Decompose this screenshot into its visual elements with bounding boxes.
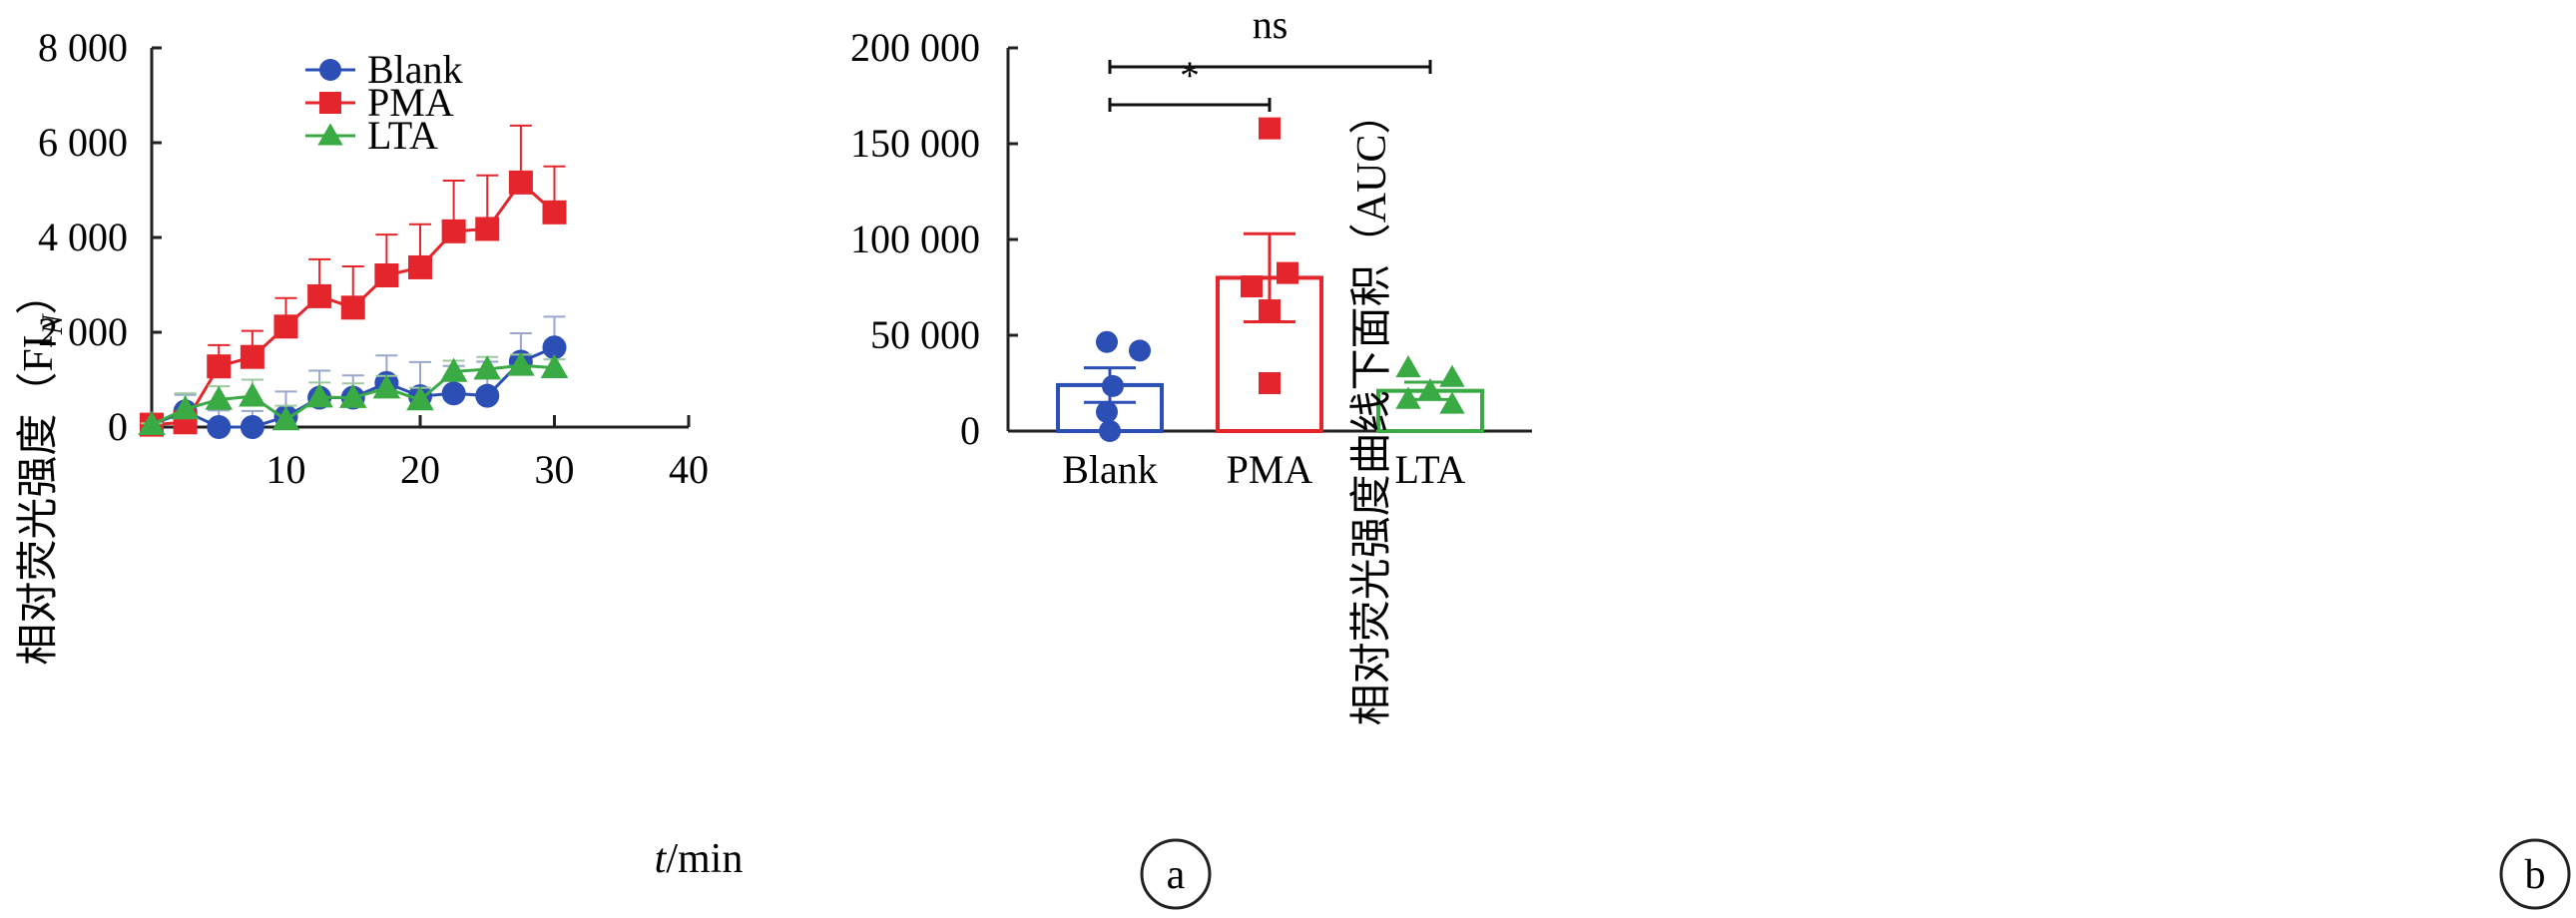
line-chart-y-tick-label: 0 xyxy=(108,404,128,449)
legend-marker xyxy=(319,59,341,81)
data-point xyxy=(240,415,264,439)
bar-chart-y-tick-label: 0 xyxy=(960,408,980,453)
line-chart-y-tick-label: 2 000 xyxy=(38,309,128,354)
x-tick-label-pma: PMA xyxy=(1227,447,1313,492)
data-point xyxy=(239,382,266,407)
data-point xyxy=(507,351,535,376)
line-chart-x-tick-label: 40 xyxy=(669,447,709,492)
line-chart-y-tick-label: 4 000 xyxy=(38,215,128,259)
data-point xyxy=(408,254,432,279)
legend-label: PMA xyxy=(367,80,454,125)
bar-chart-y-tick-label: 100 000 xyxy=(850,217,980,261)
data-point xyxy=(207,415,232,439)
data-point xyxy=(305,383,333,408)
legend-label: Blank xyxy=(367,47,463,92)
legend-marker xyxy=(317,123,343,146)
line-chart-y-tick-label: 8 000 xyxy=(38,25,128,70)
data-point xyxy=(542,335,567,360)
bar-chart-significance: * ns xyxy=(1108,2,1432,112)
line-chart-x-label: t/min xyxy=(655,836,744,882)
scatter-point-blank xyxy=(1096,400,1118,423)
line-chart-x-tick-label: 30 xyxy=(535,447,575,492)
data-point xyxy=(138,410,166,435)
significance-label: * xyxy=(1180,53,1200,98)
bar-chart-x-labels: Blank PMA LTA xyxy=(1062,447,1465,492)
scatter-point-lta xyxy=(1395,386,1421,409)
data-point xyxy=(240,344,264,369)
line-chart-x-tick-label: 20 xyxy=(400,447,440,492)
scatter-point-pma xyxy=(1277,261,1298,284)
line-chart-x-tick-label: 10 xyxy=(266,447,306,492)
scatter-point-lta xyxy=(1439,391,1465,414)
bar-chart-bars xyxy=(1056,231,1484,434)
data-point xyxy=(542,200,567,225)
x-tick-label-blank: Blank xyxy=(1062,447,1158,492)
line-chart-panel-a: 0 2 000 4 000 6 000 8 000 10 20 30 40 相对荧光强度（FI… xyxy=(16,25,1212,910)
scatter-point-pma xyxy=(1241,275,1263,298)
data-point xyxy=(475,217,500,241)
data-point xyxy=(273,314,298,339)
data-point xyxy=(374,263,399,287)
bar-chart-y-ticks: 0 50 000 100 000 150 000 200 000 xyxy=(850,25,1018,453)
line-chart-x-ticks: 10 20 30 40 xyxy=(266,415,709,492)
line-chart-y-tick-label: 6 000 xyxy=(38,120,128,165)
significance-label: ns xyxy=(1253,2,1288,47)
panel-a-circle xyxy=(1140,838,1212,910)
scatter-point-blank xyxy=(1099,420,1121,442)
scatter-point-lta xyxy=(1439,364,1465,387)
series-lta xyxy=(138,351,569,435)
data-point xyxy=(508,170,533,195)
scatter-point-pma xyxy=(1259,117,1281,140)
line-chart-series xyxy=(138,124,569,439)
line-chart-y-label: 相对荧光强度（FIN） xyxy=(16,272,69,665)
scatter-point-blank xyxy=(1129,339,1151,362)
bar-chart-panel-b: 0 50 000 100 000 150 000 200 000 Blank PMA LTA… xyxy=(850,2,2571,910)
data-point xyxy=(340,295,365,320)
legend-label: LTA xyxy=(367,113,438,158)
data-point xyxy=(439,357,468,382)
panel-b-circle xyxy=(2499,838,2571,910)
data-point xyxy=(540,353,569,378)
x-tick-label-lta: LTA xyxy=(1395,447,1466,492)
bar-chart-y-tick-label: 50 000 xyxy=(870,312,980,357)
scatter-point-lta xyxy=(1417,378,1443,401)
scatter-point-lta xyxy=(1395,354,1421,378)
data-point xyxy=(207,354,232,379)
data-point xyxy=(338,383,367,408)
data-point xyxy=(171,395,200,420)
data-point xyxy=(406,386,434,411)
scatter-point-pma xyxy=(1259,372,1281,394)
bar-chart-y-tick-label: 200 000 xyxy=(850,25,980,70)
data-point xyxy=(475,383,500,408)
panel-b-label: b xyxy=(2525,852,2546,898)
line-chart-y-ticks: 0 2 000 4 000 6 000 8 000 xyxy=(38,25,162,449)
series-pma xyxy=(140,124,567,437)
bar-chart-y-tick-label: 150 000 xyxy=(850,121,980,166)
data-point xyxy=(372,374,401,399)
data-point xyxy=(205,385,234,410)
scatter-point-blank xyxy=(1096,330,1118,353)
bar-chart-points xyxy=(1096,117,1465,442)
scatter-point-pma xyxy=(1259,299,1281,322)
scatter-point-blank xyxy=(1102,374,1124,397)
series-blank xyxy=(140,315,567,439)
data-point xyxy=(441,381,466,406)
data-point xyxy=(307,283,332,308)
data-point xyxy=(473,355,502,380)
data-point xyxy=(271,406,300,431)
bar-chart-y-label: 相对荧光强度曲线下面积（AUC） xyxy=(1349,93,1395,726)
legend-marker xyxy=(319,92,341,114)
data-point xyxy=(441,219,466,243)
panel-a-label: a xyxy=(1167,852,1186,898)
